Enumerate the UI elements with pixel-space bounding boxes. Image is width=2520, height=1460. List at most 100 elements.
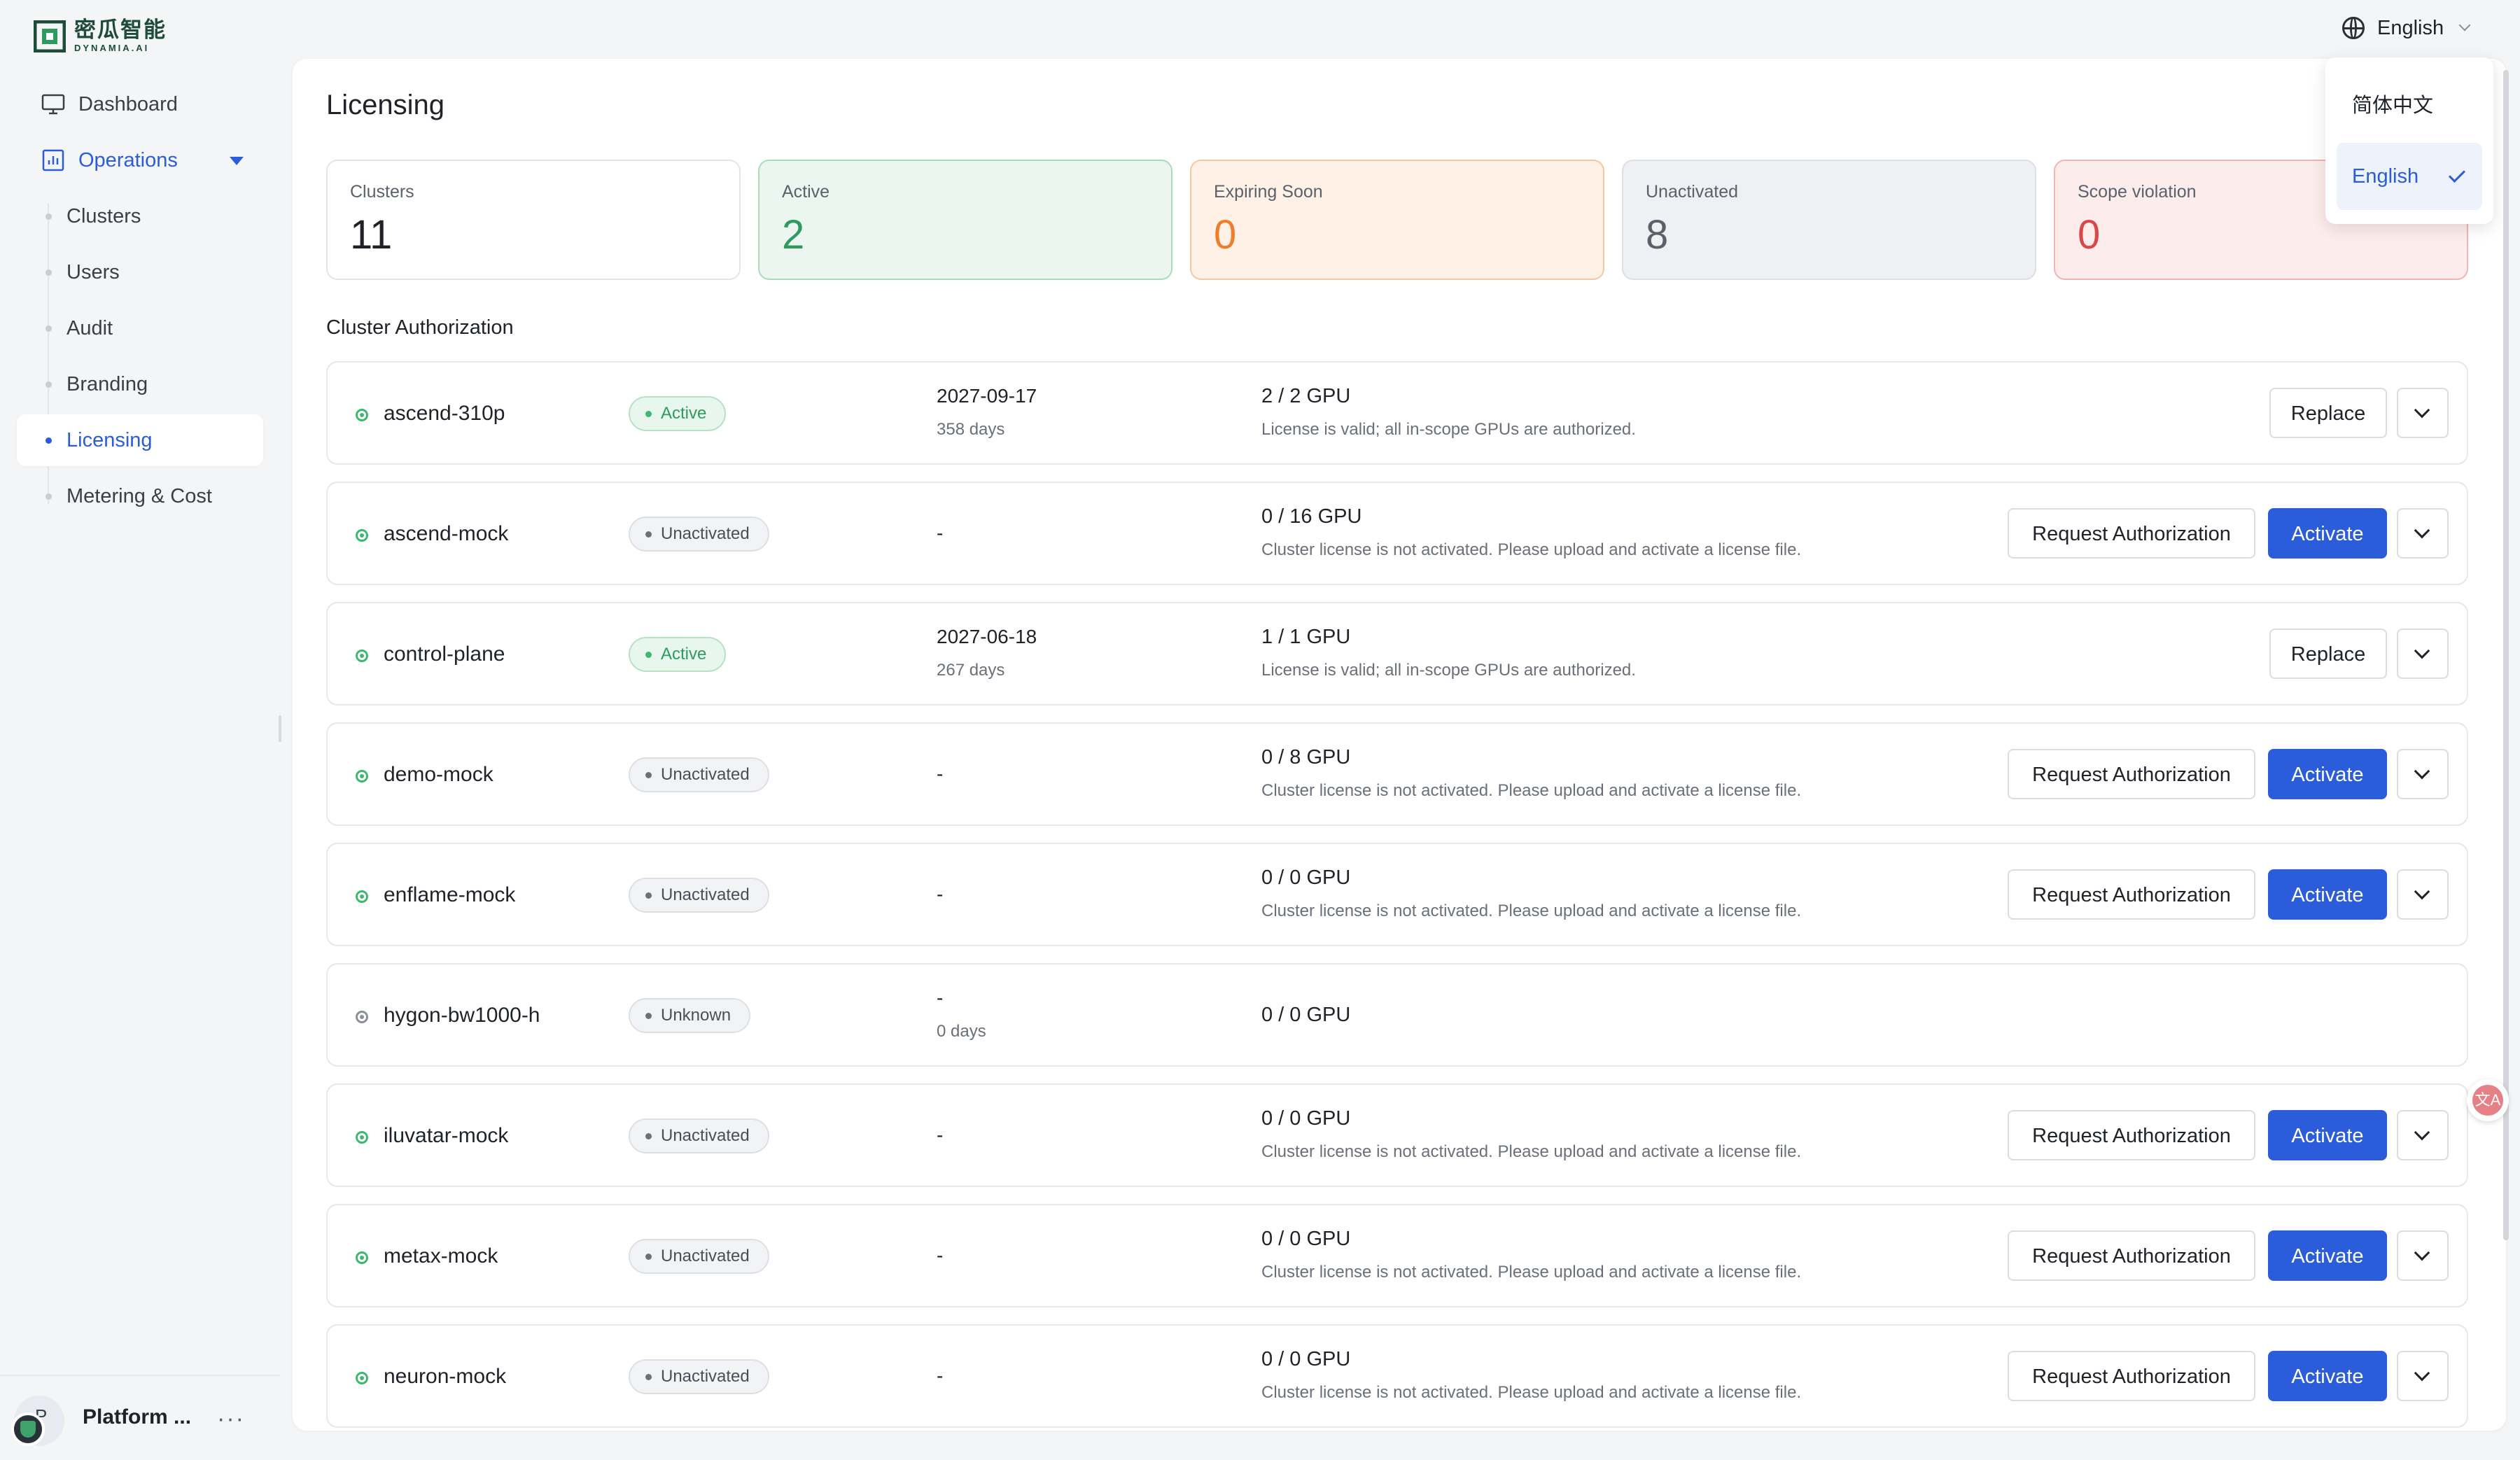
stat-value: 8: [1646, 212, 1669, 258]
expiry-date: -: [937, 522, 944, 544]
stat-label: Clusters: [350, 182, 414, 202]
license-message: Cluster license is not activated. Please…: [1261, 781, 1802, 800]
request-authorization-button[interactable]: Request Authorization: [2008, 1230, 2255, 1281]
status-badge: Unactivated: [629, 757, 769, 792]
expand-button[interactable]: [2397, 388, 2449, 438]
stat-card-active: Active 2: [758, 160, 1172, 280]
nav-operations[interactable]: Operations: [17, 134, 263, 186]
cluster-row: ascend-310p Active 2027-09-17 358 days 2…: [326, 361, 2468, 465]
status-badge: Unactivated: [629, 878, 769, 913]
activate-button[interactable]: Activate: [2268, 1351, 2387, 1401]
days-remaining: 0 days: [937, 1022, 986, 1041]
expiry-date: -: [937, 987, 944, 1009]
cluster-name: neuron-mock: [384, 1365, 507, 1388]
bullet-icon: [46, 213, 52, 220]
activate-button[interactable]: Activate: [2268, 1230, 2387, 1281]
bullet-icon: [46, 381, 52, 388]
activate-button[interactable]: Activate: [2268, 749, 2387, 799]
stat-label: Scope violation: [2078, 182, 2197, 202]
days-remaining: 358 days: [937, 420, 1005, 439]
expand-button[interactable]: [2397, 1230, 2449, 1281]
language-menu: 简体中文 English: [2325, 57, 2493, 224]
replace-button[interactable]: Replace: [2269, 629, 2387, 679]
section-title: Cluster Authorization: [326, 316, 514, 339]
ellipsis-icon[interactable]: ···: [217, 1405, 245, 1432]
status-badge: Active: [629, 637, 727, 672]
sidebar-item-branding[interactable]: Branding: [17, 358, 263, 410]
request-authorization-button[interactable]: Request Authorization: [2008, 1351, 2255, 1401]
sidebar-item-users[interactable]: Users: [17, 246, 263, 298]
platform-name[interactable]: Platform ...: [83, 1405, 192, 1429]
expiry-date: -: [937, 1124, 944, 1146]
activate-button[interactable]: Activate: [2268, 1110, 2387, 1160]
gpu-count: 0 / 8 GPU: [1261, 746, 1351, 768]
sidebar-item-label: Metering & Cost: [66, 484, 212, 507]
language-option-label: English: [2352, 165, 2419, 188]
request-authorization-button[interactable]: Request Authorization: [2008, 1110, 2255, 1160]
cluster-name: enflame-mock: [384, 883, 516, 906]
chevron-down-icon: [2458, 19, 2471, 31]
gpu-count: 0 / 0 GPU: [1261, 1004, 1351, 1026]
status-badge: Unactivated: [629, 1118, 769, 1153]
bullet-icon: [46, 269, 52, 276]
sidebar-footer: P Platform ... ···: [0, 1375, 280, 1460]
status-dot-icon: [356, 1372, 368, 1384]
nav-operations-label: Operations: [78, 148, 178, 171]
sidebar-resize-handle[interactable]: [279, 715, 281, 742]
cluster-row: hygon-bw1000-h Unknown - 0 days 0 / 0 GP…: [326, 963, 2468, 1067]
license-message: Cluster license is not activated. Please…: [1261, 1383, 1802, 1402]
expand-button[interactable]: [2397, 508, 2449, 559]
caret-down-icon[interactable]: [230, 157, 244, 165]
page-scrollbar[interactable]: [2503, 70, 2509, 1240]
expand-button[interactable]: [2397, 629, 2449, 679]
language-switch[interactable]: English: [2342, 13, 2471, 43]
request-authorization-button[interactable]: Request Authorization: [2008, 749, 2255, 799]
cluster-row: demo-mock Unactivated - 0 / 8 GPU Cluste…: [326, 722, 2468, 826]
request-authorization-button[interactable]: Request Authorization: [2008, 508, 2255, 559]
translate-icon: 文A: [2472, 1085, 2503, 1116]
chevron-down-icon: [2414, 763, 2430, 780]
status-dot-icon: [356, 890, 368, 903]
language-option-zh[interactable]: 简体中文: [2352, 93, 2434, 117]
gpu-count: 0 / 0 GPU: [1261, 1348, 1351, 1370]
language-option-en[interactable]: English: [2337, 143, 2482, 210]
expand-button[interactable]: [2397, 869, 2449, 920]
status-badge: Unactivated: [629, 517, 769, 552]
activate-button[interactable]: Activate: [2268, 508, 2387, 559]
brand-logo[interactable]: 密瓜智能 DYNAMIA.AI: [34, 20, 167, 52]
gpu-count: 0 / 16 GPU: [1261, 505, 1362, 528]
status-dot-icon: [356, 770, 368, 782]
replace-button[interactable]: Replace: [2269, 388, 2387, 438]
gpu-count: 0 / 0 GPU: [1261, 1228, 1351, 1250]
chevron-down-icon: [2414, 1244, 2430, 1261]
globe-icon: [2342, 17, 2365, 39]
expand-button[interactable]: [2397, 1351, 2449, 1401]
nav-dashboard-label: Dashboard: [78, 92, 178, 115]
translate-button[interactable]: 文A: [2467, 1079, 2509, 1121]
sidebar-item-audit[interactable]: Audit: [17, 302, 263, 354]
cluster-name: iluvatar-mock: [384, 1124, 509, 1147]
status-dot-icon: [356, 409, 368, 421]
sidebar-item-label: Audit: [66, 316, 113, 339]
sidebar-item-licensing[interactable]: Licensing: [17, 414, 263, 466]
brand-name-cn: 密瓜智能: [74, 17, 167, 43]
expand-button[interactable]: [2397, 1110, 2449, 1160]
cluster-name: ascend-mock: [384, 522, 509, 545]
expand-button[interactable]: [2397, 749, 2449, 799]
chart-icon: [42, 149, 64, 171]
submenu-guide-line: [48, 203, 49, 504]
sidebar-item-metering-cost[interactable]: Metering & Cost: [17, 470, 263, 522]
license-message: License is valid; all in-scope GPUs are …: [1261, 420, 1636, 439]
sidebar-item-label: Users: [66, 260, 120, 283]
expiry-date: -: [937, 883, 944, 905]
status-badge: Active: [629, 396, 727, 431]
status-dot-icon: [356, 1011, 368, 1023]
page-title: Licensing: [326, 90, 445, 120]
nav-dashboard[interactable]: Dashboard: [17, 78, 263, 130]
status-badge: Unknown: [629, 998, 751, 1033]
request-authorization-button[interactable]: Request Authorization: [2008, 869, 2255, 920]
activate-button[interactable]: Activate: [2268, 869, 2387, 920]
sidebar-item-clusters[interactable]: Clusters: [17, 190, 263, 242]
stat-card-clusters: Clusters 11: [326, 160, 741, 280]
cluster-name: metax-mock: [384, 1244, 498, 1268]
